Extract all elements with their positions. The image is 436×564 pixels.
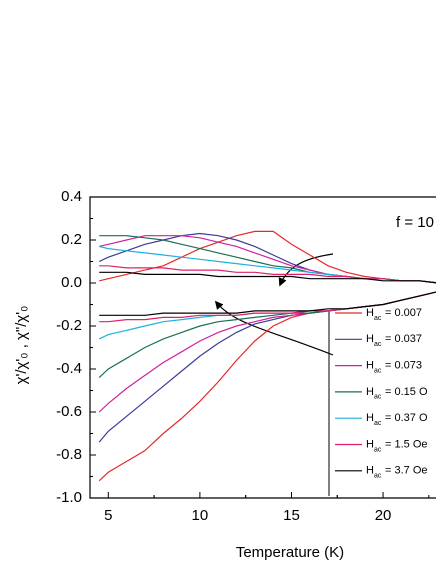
legend-symbol: H	[366, 438, 374, 450]
legend-label: = 0.073	[385, 360, 422, 372]
legend-label: = 0.15 O	[385, 386, 428, 398]
legend-label: = 0.007	[385, 307, 422, 319]
y-tick-label: 0.0	[61, 274, 82, 291]
x-axis-label: Temperature (K)	[236, 544, 344, 561]
y-axis-label: χ'/χ'₀ , χ"/χ'₀	[13, 306, 30, 385]
legend-subscript: ac	[374, 315, 382, 322]
x-tick-label: 20	[375, 507, 392, 524]
annotation: f = 10	[396, 214, 434, 231]
legend-symbol: H	[366, 360, 374, 372]
legend-symbol: H	[366, 412, 374, 424]
legend-label: = 3.7 Oe	[385, 465, 428, 477]
y-tick-label: -0.4	[56, 360, 82, 377]
arrow	[278, 253, 334, 287]
legend-symbol: H	[366, 307, 374, 319]
legend-label: = 1.5 Oe	[385, 438, 428, 450]
y-tick-label: -0.8	[56, 446, 82, 463]
legend-subscript: ac	[374, 341, 382, 348]
legend-label: = 0.37 O	[385, 412, 428, 424]
y-tick-label: -0.2	[56, 317, 82, 334]
y-tick-label: -0.6	[56, 403, 82, 420]
series-line	[99, 291, 436, 316]
arrow	[214, 300, 334, 356]
y-tick-label: 0.2	[61, 231, 82, 248]
y-tick-label: -1.0	[56, 489, 82, 506]
series-line	[99, 265, 436, 284]
x-tick-label: 15	[283, 507, 300, 524]
series-line	[98, 232, 436, 284]
legend-symbol: H	[366, 333, 374, 345]
series-line	[99, 271, 436, 284]
legend-symbol: H	[366, 465, 374, 477]
legend-subscript: ac	[374, 446, 382, 453]
legend-symbol: H	[366, 386, 374, 398]
x-tick-label: 5	[104, 507, 112, 524]
x-tick-label: 10	[192, 507, 209, 524]
legend-subscript: ac	[374, 420, 382, 427]
y-tick-label: 0.4	[61, 188, 82, 205]
legend-subscript: ac	[374, 367, 382, 374]
legend-subscript: ac	[374, 473, 382, 480]
legend-label: = 0.037	[385, 333, 422, 345]
legend-subscript: ac	[374, 394, 382, 401]
